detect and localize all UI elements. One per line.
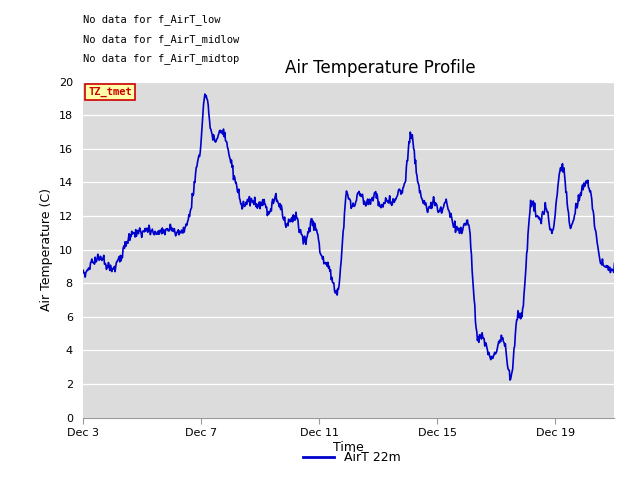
Y-axis label: Air Temperature (C): Air Temperature (C)	[40, 188, 53, 311]
Text: No data for f_AirT_low: No data for f_AirT_low	[83, 14, 221, 25]
Text: No data for f_AirT_midtop: No data for f_AirT_midtop	[83, 53, 239, 64]
Text: No data for f_AirT_midlow: No data for f_AirT_midlow	[83, 34, 239, 45]
Title: Air Temperature Profile: Air Temperature Profile	[285, 59, 476, 77]
Text: TZ_tmet: TZ_tmet	[88, 86, 132, 97]
X-axis label: Time: Time	[333, 441, 364, 454]
Legend: AirT 22m: AirT 22m	[298, 446, 406, 469]
